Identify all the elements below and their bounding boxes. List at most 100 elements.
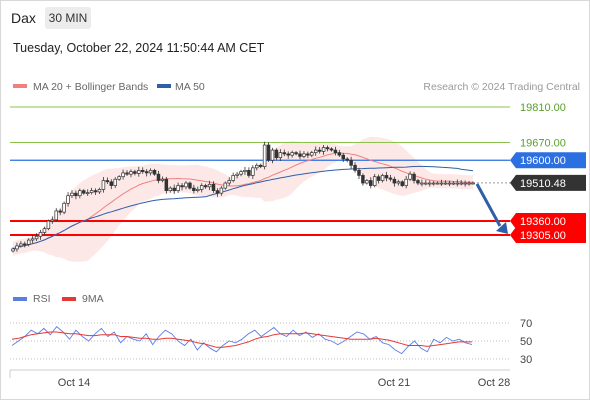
rsi-legend-label: RSI bbox=[33, 293, 51, 305]
candle-body bbox=[329, 148, 334, 151]
candle-body bbox=[262, 144, 267, 167]
candle-body bbox=[310, 152, 314, 156]
candle-body bbox=[337, 152, 342, 156]
candle-body bbox=[66, 195, 70, 204]
candle-body bbox=[113, 178, 117, 186]
candle-body bbox=[93, 190, 98, 193]
candle-body bbox=[459, 182, 463, 185]
candle-body bbox=[408, 173, 412, 180]
candle-body bbox=[341, 154, 346, 160]
candle-body bbox=[19, 243, 23, 247]
candle-body bbox=[447, 182, 452, 185]
candle-body bbox=[392, 178, 397, 184]
pivot-level-tag bbox=[510, 152, 586, 169]
candle-body bbox=[365, 180, 369, 184]
datetime-label: Tuesday, October 22, 2024 11:50:44 AM CE… bbox=[13, 41, 265, 55]
candle-body bbox=[290, 152, 294, 156]
resistance-level-label: 19670.00 bbox=[520, 137, 566, 149]
candle-body bbox=[105, 180, 110, 183]
candle-body bbox=[424, 182, 428, 185]
candle-body bbox=[404, 178, 408, 186]
rsi-line bbox=[11, 325, 473, 355]
forecast-arrow-head bbox=[496, 222, 508, 234]
candle-body bbox=[372, 176, 377, 186]
ma20-line bbox=[12, 152, 473, 250]
candle-body bbox=[137, 170, 141, 174]
candle-body bbox=[361, 175, 365, 184]
candle-body bbox=[156, 173, 161, 181]
candle-body bbox=[23, 243, 27, 246]
ma20-legend-swatch bbox=[13, 84, 27, 88]
candle-body bbox=[42, 228, 47, 233]
candle-body bbox=[278, 152, 283, 159]
ma20-legend-label: MA 20 + Bollinger Bands bbox=[33, 81, 148, 93]
rsi-tick-label: 30 bbox=[520, 354, 532, 366]
x-tick-label: Oct 14 bbox=[58, 377, 90, 389]
candle-body bbox=[121, 172, 125, 178]
candle-body bbox=[247, 170, 251, 176]
ma50-line bbox=[12, 165, 474, 250]
candles bbox=[11, 141, 475, 253]
candle-body bbox=[412, 173, 416, 181]
chart-header: Dax 30 MIN bbox=[0, 0, 590, 36]
candle-body bbox=[400, 181, 404, 186]
candle-body bbox=[215, 190, 220, 194]
candle-body bbox=[164, 178, 169, 191]
candle-body bbox=[219, 187, 224, 194]
candle-body bbox=[148, 170, 153, 174]
price-labels: 19810.00 19670.00 19600.00 19510.48 19360.00… bbox=[510, 102, 586, 243]
candle-body bbox=[435, 182, 440, 185]
support-level-label: 19360.00 bbox=[520, 216, 566, 228]
pivot-level-label: 19600.00 bbox=[520, 155, 566, 167]
support-level-tag bbox=[510, 213, 586, 230]
candle-body bbox=[369, 180, 373, 186]
candle-body bbox=[38, 232, 43, 237]
candle-body bbox=[54, 210, 58, 221]
candle-body bbox=[62, 202, 66, 213]
candle-body bbox=[152, 170, 157, 175]
candle-body bbox=[34, 235, 39, 240]
candle-body bbox=[321, 147, 326, 152]
candle-body bbox=[235, 173, 239, 176]
candle-body bbox=[431, 182, 436, 185]
candle-body bbox=[125, 172, 129, 175]
source-label: Research © 2024 Trading Central bbox=[423, 81, 580, 93]
candle-body bbox=[203, 185, 208, 188]
interval-selector[interactable]: 30 MIN bbox=[45, 7, 91, 29]
main-legend: MA 20 + Bollinger Bands MA 50 Research ©… bbox=[13, 81, 580, 93]
candle-body bbox=[274, 149, 279, 159]
candle-body bbox=[168, 187, 173, 191]
candle-body bbox=[467, 182, 471, 185]
rsi-ma-legend-swatch bbox=[62, 297, 76, 301]
candle-body bbox=[223, 182, 228, 189]
candle-body bbox=[15, 245, 19, 250]
candle-body bbox=[416, 180, 420, 184]
candle-body bbox=[306, 153, 310, 156]
candle-body bbox=[117, 176, 121, 180]
candle-body bbox=[353, 164, 357, 171]
support-level-label: 19305.00 bbox=[520, 230, 566, 242]
candle-body bbox=[451, 182, 456, 185]
candle-body bbox=[298, 153, 302, 157]
candle-body bbox=[184, 182, 188, 188]
candle-body bbox=[192, 187, 196, 191]
candle-body bbox=[101, 180, 106, 190]
rsi-legend-swatch bbox=[13, 297, 27, 301]
bollinger-bands bbox=[13, 136, 473, 262]
forecast-arrow bbox=[475, 183, 508, 234]
candle-body bbox=[396, 181, 401, 184]
candle-body bbox=[380, 175, 385, 181]
candle-body bbox=[266, 144, 271, 161]
candle-body bbox=[196, 189, 200, 191]
candle-body bbox=[133, 171, 137, 174]
candle-body bbox=[251, 167, 255, 176]
ma50-legend-swatch bbox=[157, 84, 171, 88]
candle-body bbox=[199, 185, 204, 190]
candle-body bbox=[345, 158, 349, 161]
rsi-panel: 70 50 30 bbox=[10, 318, 532, 366]
candle-body bbox=[255, 164, 259, 169]
candle-body bbox=[443, 182, 448, 185]
candle-body bbox=[258, 164, 263, 167]
candle-body bbox=[455, 182, 460, 185]
candle-body bbox=[286, 153, 290, 156]
